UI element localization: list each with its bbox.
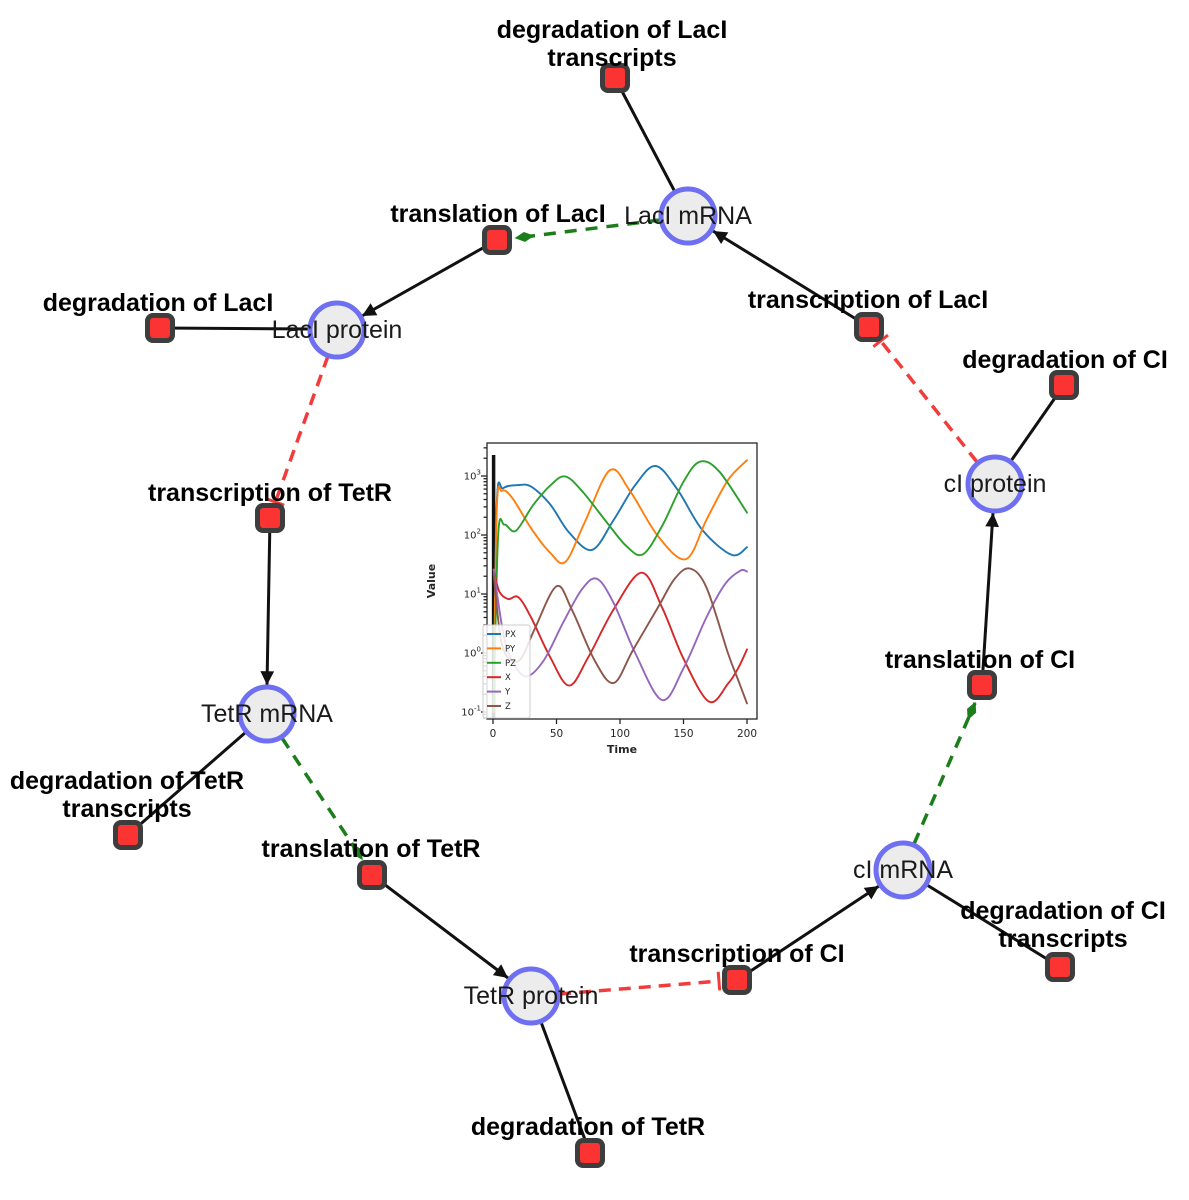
modifier-edge-tetr-mrna-to-translation-of-tetr [280, 737, 364, 861]
y-tick-label: 100 [464, 646, 481, 660]
y-tick-label: 103 [464, 469, 481, 483]
legend-label-pz: PZ [505, 659, 516, 669]
reaction-label: degradation of LacI [43, 289, 274, 317]
species-node-laci-mrna[interactable] [658, 186, 718, 246]
edge-translation-of-ci-to-ci-protein [980, 512, 999, 686]
reaction-node-degradation-of-laci[interactable] [145, 313, 175, 343]
species-node-ci-mrna[interactable] [873, 840, 933, 900]
legend-label-py: PY [505, 644, 516, 654]
inhibition-edge-tetr-protein-to-transcription-of-ci [558, 971, 722, 996]
reaction-node-degradation-of-tetr[interactable] [575, 1138, 605, 1168]
edge-ci-mrna-to-degradation-of-ci-transcripts [926, 883, 1061, 969]
inhibition-edge-laci-protein-to-transcription-of-tetr [266, 355, 330, 507]
legend-label-z: Z [505, 702, 511, 712]
series-layer [491, 455, 748, 719]
y-axis-label: Value [425, 564, 438, 598]
series-px [492, 465, 748, 713]
x-axis-label: Time [607, 743, 637, 756]
reaction-label: translation of LacI [390, 200, 605, 228]
x-tick-label: 50 [550, 728, 563, 740]
reaction-node-translation-of-ci[interactable] [967, 670, 997, 700]
nodes-layer [113, 63, 1079, 1168]
edges-layer [127, 77, 1066, 1154]
series-pz [492, 460, 748, 713]
reaction-label: translation of CI [885, 646, 1075, 674]
reaction-label: degradation of TetR [10, 767, 244, 795]
edge-laci-mrna-to-degradation-of-laci-transcripts [613, 77, 677, 193]
reaction-label: transcription of LacI [748, 286, 988, 314]
species-label-ci-mrna: cI mRNA [853, 856, 953, 884]
legend: PX PY PZ XYZ [482, 624, 531, 719]
species-label-ci-protein: cI protein [944, 470, 1047, 498]
edge-tetr-mrna-to-degradation-of-tetr-transcripts [127, 730, 247, 837]
legend-label-x: X [505, 673, 511, 683]
reaction-label: translation of TetR [262, 835, 481, 863]
species-node-ci-protein[interactable] [965, 454, 1025, 514]
reaction-label: transcription of TetR [148, 479, 392, 507]
y-tick-label: 102 [464, 528, 481, 542]
series-z [492, 567, 748, 705]
x-tick-label: 0 [490, 728, 497, 740]
reaction-node-transcription-of-laci[interactable] [854, 312, 884, 342]
reaction-label: transcripts [62, 795, 191, 823]
y-tick-label: 101 [464, 587, 481, 601]
reaction-label: transcripts [998, 925, 1127, 953]
species-label-tetr-protein: TetR protein [464, 982, 599, 1010]
species-node-laci-protein[interactable] [307, 300, 367, 360]
series-x [492, 568, 748, 704]
labels-layer: LacI mRNA LacI protein TetR mRNA TetR pr… [10, 16, 1168, 1141]
reaction-label: degradation of LacI [497, 16, 728, 44]
reaction-node-degradation-of-tetr-transcripts[interactable] [113, 820, 143, 850]
legend-label-px: PX [505, 630, 516, 640]
species-label-laci-mrna: LacI mRNA [624, 202, 752, 230]
species-label-tetr-mrna: TetR mRNA [201, 700, 333, 728]
reaction-node-degradation-of-laci-transcripts[interactable] [600, 63, 630, 93]
reaction-label: degradation of TetR [471, 1113, 705, 1141]
edge-transcription-of-laci-to-laci-mrna [712, 229, 870, 329]
y-tick-label: 10-1 [461, 705, 481, 719]
reaction-node-transcription-of-tetr[interactable] [255, 503, 285, 533]
reaction-label: transcripts [547, 44, 676, 72]
edge-laci-protein-to-degradation-of-laci [159, 326, 311, 331]
edge-translation-of-tetr-to-tetr-protein [371, 873, 509, 980]
series-py [492, 459, 748, 713]
x-tick-label: 150 [673, 728, 693, 740]
species-node-tetr-protein[interactable] [501, 966, 561, 1026]
x-tick-label: 100 [610, 728, 630, 740]
reaction-node-transcription-of-ci[interactable] [722, 965, 752, 995]
modifier-edge-laci-mrna-to-translation-of-laci [514, 218, 661, 242]
timeseries-plot: 10-1 100 101 102 103 0 50 100 150 200 PX PY PZ XYZ Ti… [425, 442, 758, 756]
species-label-laci-protein: LacI protein [272, 316, 403, 344]
species-node-tetr-mrna[interactable] [237, 684, 297, 744]
reaction-node-degradation-of-ci-transcripts[interactable] [1045, 952, 1075, 982]
x-tick-label: 200 [737, 728, 757, 740]
reaction-label: degradation of CI [962, 346, 1168, 374]
legend-label-y: Y [504, 688, 511, 698]
edge-transcription-of-ci-to-ci-mrna [736, 884, 880, 982]
inhibition-edge-ci-protein-to-transcription-of-laci [872, 333, 979, 464]
reaction-node-translation-of-laci[interactable] [482, 225, 512, 255]
modifier-edge-ci-mrna-to-translation-of-ci [912, 701, 977, 845]
reaction-node-degradation-of-ci[interactable] [1049, 370, 1079, 400]
edge-transcription-of-tetr-to-tetr-mrna [260, 517, 275, 686]
reaction-label: transcription of CI [629, 940, 844, 968]
reaction-node-translation-of-tetr[interactable] [357, 860, 387, 890]
edge-translation-of-laci-to-laci-protein [361, 238, 498, 318]
reaction-label: degradation of CI [960, 897, 1166, 925]
plot-frame [486, 442, 758, 720]
edge-tetr-protein-to-degradation-of-tetr [539, 1021, 592, 1154]
